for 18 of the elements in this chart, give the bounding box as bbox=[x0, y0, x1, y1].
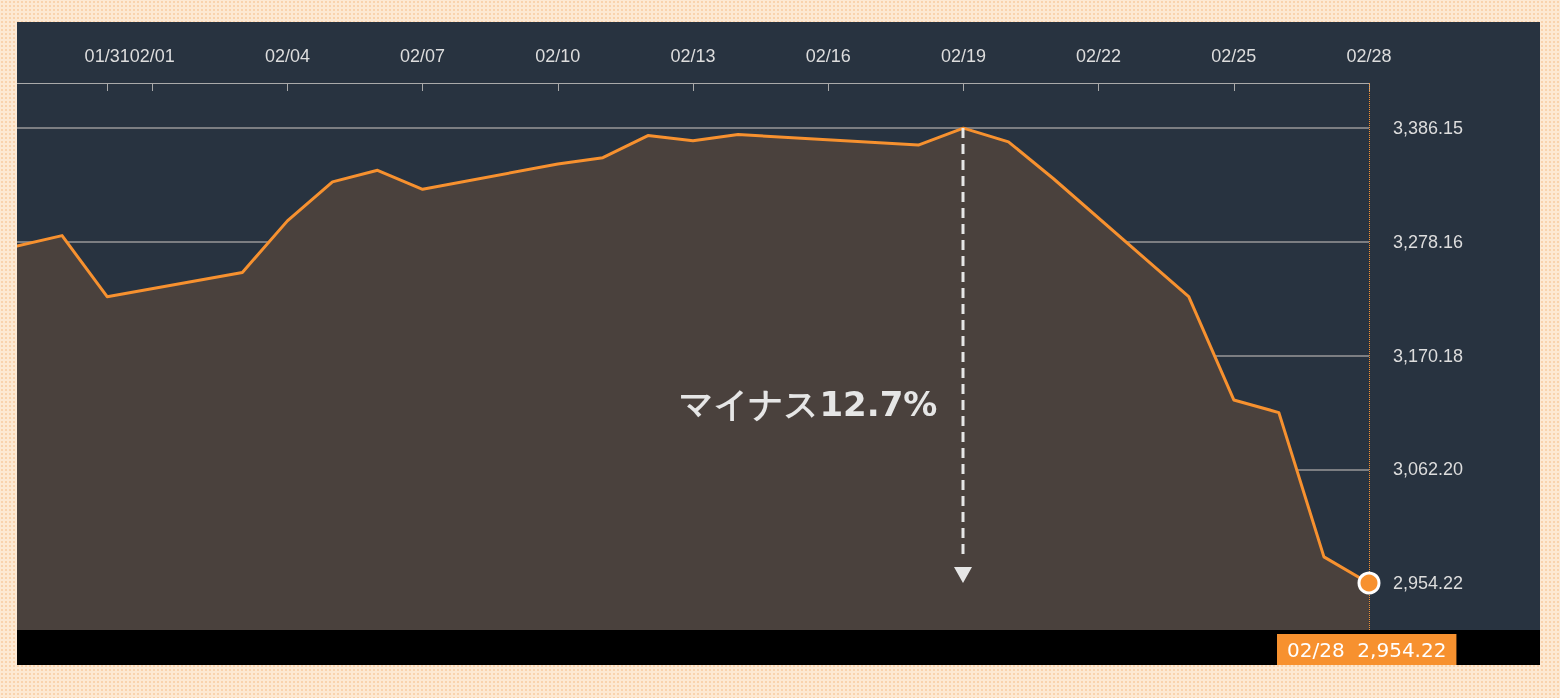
x-tick-label: 02/01 bbox=[129, 46, 175, 66]
x-tick-label: 02/13 bbox=[670, 46, 716, 66]
annotation: マイナス12.7% bbox=[679, 382, 938, 426]
x-tick-label: 02/07 bbox=[400, 46, 446, 66]
x-tick-label: 02/10 bbox=[535, 46, 581, 66]
y-tick-label: 3,170.18 bbox=[1393, 345, 1464, 366]
x-tick-label: 02/25 bbox=[1211, 46, 1257, 66]
y-tick-label: 3,278.16 bbox=[1393, 231, 1464, 252]
annotation: 02/28 2,954.22 bbox=[1287, 638, 1447, 662]
y-tick-label: 2,954.22 bbox=[1393, 573, 1464, 593]
x-tick-label: 02/28 bbox=[1346, 46, 1392, 66]
x-tick-label: 01/31 bbox=[84, 46, 130, 66]
y-tick-label: 3,062.20 bbox=[1393, 459, 1464, 480]
x-tick-label: 02/16 bbox=[805, 46, 851, 66]
x-tick-label: 02/04 bbox=[264, 46, 310, 66]
y-tick-label: 3,386.15 bbox=[1393, 118, 1464, 139]
x-tick-label: 02/22 bbox=[1076, 46, 1122, 66]
x-tick-label: 02/19 bbox=[940, 46, 986, 66]
